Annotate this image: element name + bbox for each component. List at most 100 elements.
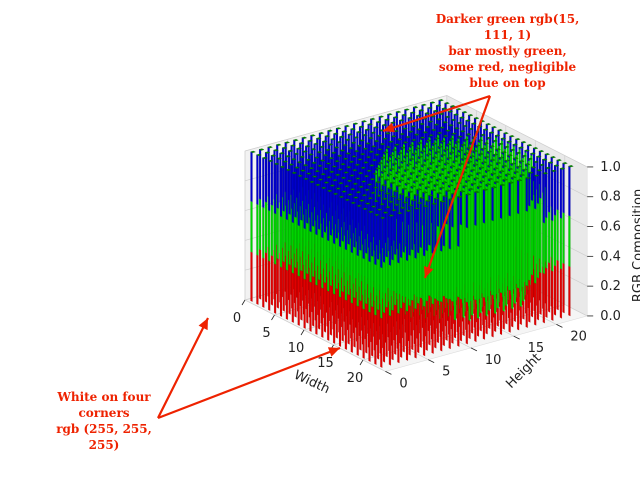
bar-top (550, 156, 557, 159)
bar-top (488, 131, 495, 134)
bar-top (438, 112, 445, 115)
bar-top (422, 131, 429, 134)
bar-segment (288, 213, 291, 266)
bar-top (491, 186, 497, 189)
bar-top (382, 211, 389, 214)
bar-segment (359, 249, 362, 302)
axes-layer: 0 5 10 15 20 0 5 10 15 20 0.0 0.2 0.4 0.6 0.8 1.0 Width H… (233, 160, 640, 397)
bar-top (455, 108, 462, 111)
bar-segment (327, 190, 330, 242)
bar-top (515, 151, 522, 154)
bar-segment (562, 162, 565, 214)
bar-segment (559, 168, 563, 219)
bar-top (439, 200, 446, 203)
bar-top (340, 176, 347, 179)
bar-top (382, 197, 388, 200)
bar-top (287, 149, 294, 152)
bar-top (449, 151, 455, 154)
bar-top (422, 205, 429, 208)
bar-top (535, 155, 542, 158)
bar-segment (405, 259, 409, 312)
bar-segment (402, 251, 405, 304)
bar-segment (476, 317, 480, 337)
x-tick-label: 10 (288, 341, 305, 356)
bar-top (359, 199, 365, 202)
bar-top (485, 136, 492, 139)
bar-segment (485, 315, 488, 335)
bar-top (439, 126, 446, 129)
bar-segment (356, 205, 359, 257)
bar-segment (411, 199, 414, 251)
bar-segment (414, 257, 417, 310)
bar-top (439, 140, 446, 143)
bar-segment (485, 185, 488, 317)
bar-top (448, 137, 455, 141)
bar-top (532, 147, 539, 150)
bar-top (332, 192, 339, 195)
y-tick-mark (513, 335, 520, 340)
bar-top (309, 180, 315, 183)
bar-top (350, 201, 357, 204)
bar-top (343, 185, 350, 188)
bar-top (391, 209, 397, 212)
bar-top (556, 159, 562, 162)
bar-segment (425, 200, 428, 252)
bar-top (465, 193, 472, 196)
bar-top (415, 160, 421, 164)
bar-top (341, 130, 348, 133)
bar-top (316, 151, 323, 154)
bar-segment (457, 296, 460, 347)
bar-top (430, 128, 437, 132)
bar-top (392, 116, 399, 119)
bar-top (442, 195, 449, 198)
bar-segment (374, 263, 377, 316)
bar-top (414, 147, 421, 150)
bar-top (334, 173, 341, 176)
bar-segment (499, 291, 503, 336)
y-tick-label: 10 (485, 353, 502, 368)
bar-segment (309, 281, 312, 333)
bar-segment (262, 157, 265, 209)
bar-top (285, 168, 292, 171)
bar-top (387, 187, 393, 190)
bar-top (364, 188, 370, 191)
x-tick-mark (241, 299, 246, 306)
bar-top (290, 158, 297, 161)
bar-top (355, 177, 361, 180)
bar-segment (525, 210, 528, 287)
bar-top (382, 137, 388, 140)
bar-top (468, 127, 475, 130)
bar-top (455, 154, 461, 157)
bar-top (497, 129, 503, 132)
bar-top (349, 188, 356, 191)
bar-segment (417, 202, 420, 254)
bar-top (375, 181, 382, 184)
bar-top (433, 123, 440, 126)
bar-top (328, 157, 334, 160)
annotation-bottom-line: corners (78, 406, 130, 420)
bar-segment (491, 219, 494, 296)
bar-top (307, 139, 314, 142)
bar-top (396, 212, 403, 215)
bar-top (359, 139, 365, 142)
bar-top (369, 117, 376, 121)
bar-top (335, 127, 342, 130)
arrow-head (327, 347, 340, 357)
bar-segment (276, 258, 279, 309)
bar-top (499, 183, 506, 187)
bar-top (507, 154, 513, 157)
bar-top (433, 197, 440, 200)
bar-segment (374, 214, 377, 266)
bar-segment (451, 300, 454, 344)
bar-top (291, 171, 298, 174)
bar-segment (365, 252, 368, 305)
bar-top (298, 142, 305, 145)
bar-segment (329, 185, 333, 236)
bar-top (438, 99, 444, 102)
bar-top (422, 144, 429, 148)
bar-top (381, 184, 388, 187)
bar-top (456, 195, 463, 198)
bar-top (403, 108, 410, 111)
bar-segment (491, 294, 494, 338)
